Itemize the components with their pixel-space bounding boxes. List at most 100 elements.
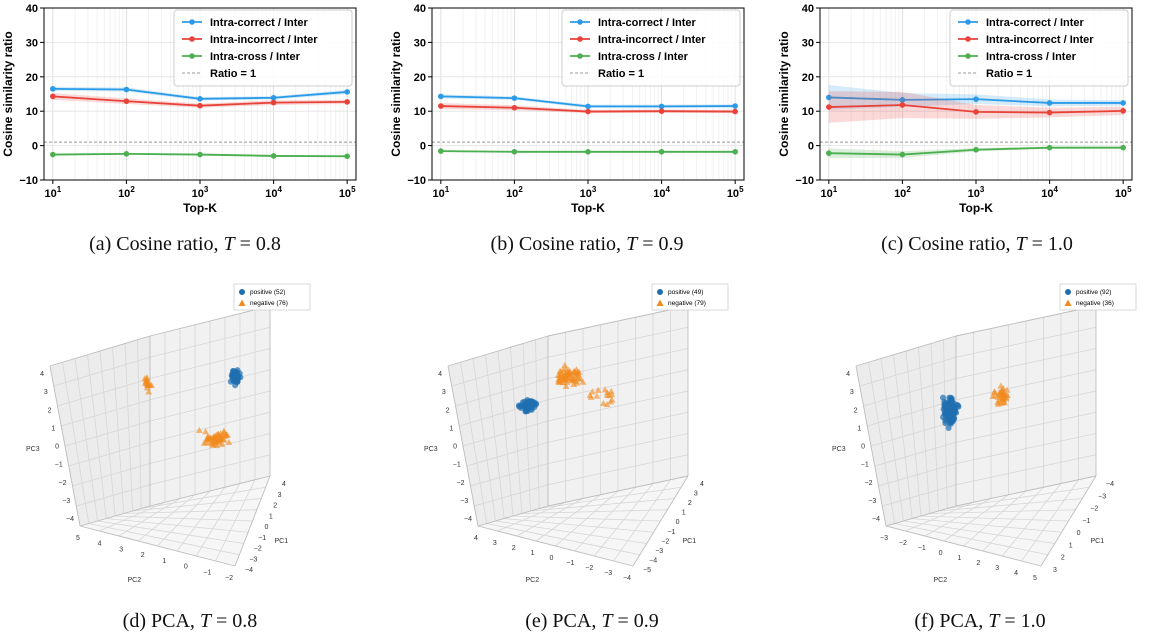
data-point [658,108,665,114]
legend-marker [189,19,195,25]
z-tick-label: −2 [457,480,465,487]
x-tick-label: 101 [432,185,449,200]
pca-panel-d: 4 3 2 1 0 −1 −2 −3 −4 PC3 5 4 3 2 1 0 −1 −2 PC2 4 3 2 1 0 −1 −2 −3… [20,276,320,606]
y-tick-label: −3 [880,535,888,542]
negative-point [557,378,565,385]
x-tick-label: −3 [1098,493,1106,500]
data-point [511,148,518,155]
legend-positive-label: positive (52) [250,289,285,296]
y-axis-label: Cosine similarity ratio [777,31,791,156]
caption-f-prefix: (f) PCA, [914,610,989,632]
negative-point [594,386,602,393]
grid-line [466,441,549,467]
z-axis-label: PC3 [832,446,846,453]
data-point [826,104,832,110]
data-point [732,148,738,155]
legend-marker [965,53,971,59]
z-tick-label: 2 [48,407,52,414]
caption-f: (f) PCA, T = 1.0 [870,610,1090,633]
y-tick-label: 1 [958,555,962,562]
x-axis-label: PC1 [275,538,289,545]
data-point [973,109,979,115]
y-tick-label: 3 [995,565,999,572]
grid-line [874,441,957,467]
caption-a-prefix: (a) Cosine ratio, [89,233,224,255]
negative-point [145,388,153,395]
data-point [511,95,518,101]
grid-line [593,483,654,557]
x-tick-label: 103 [580,185,597,200]
x-tick-label: 1 [269,513,273,520]
grid-line [149,433,271,464]
positive-point [234,379,241,386]
grid-line [530,498,675,512]
y-axis-label: Cosine similarity ratio [1,31,15,156]
positive-point [523,408,530,415]
data-point [732,108,738,115]
y-tick-label: 30 [802,37,814,49]
y-tick-label: 10 [802,106,814,118]
pca-panel-f: 4 3 2 1 0 −1 −2 −3 −4 PC3 −3 −2 −1 0 1 2 3 4 5 PC2 −4 −3 −2 −1 0… [826,276,1146,606]
negative-point [994,393,1002,400]
positive-point [940,394,946,401]
caption-c-value: = 1.0 [1026,233,1073,255]
negative-point [603,391,611,398]
caption-c-prefix: (c) Cosine ratio, [881,233,1016,255]
data-point [899,97,906,103]
z-tick-label: 2 [446,407,450,414]
y-tick-label: 5 [1033,575,1037,582]
grid-line [955,454,1097,486]
negative-point [566,371,574,378]
negative-point [587,393,595,400]
z-tick-label: 3 [442,389,446,396]
legend-box [173,9,353,87]
caption-b-prefix: (b) Cosine ratio, [490,233,627,255]
negative-point [202,428,209,435]
cosine-ratio-chart-b: 40 30 20 10 0 −10 101 102 103 104 105 Top-K Cosine s… [389,3,745,215]
data-point [658,148,665,155]
grid-line [1021,479,1079,562]
z-tick-label: −3 [460,498,468,505]
pane-edge [149,305,271,337]
x-tick-label: 102 [118,185,135,200]
data-point [1120,108,1126,114]
x-axis-label: Top-K [959,201,993,215]
data-point [270,94,277,101]
grid-line [547,433,689,464]
positive-point [531,404,538,411]
x-tick-label: 102 [506,185,523,200]
y-tick-label: −10 [19,175,38,187]
positive-point [943,410,950,417]
y-tick-label: 40 [414,3,426,15]
x-tick-label: −1 [258,535,266,542]
legend-label: Ratio = 1 [210,68,256,80]
x-tick-label: −4 [649,557,657,564]
grid-line [470,463,549,487]
pane-edge [49,335,151,367]
pane-edge [632,475,689,567]
data-point [123,98,130,105]
legend-marker [577,53,583,59]
pane-floor [80,476,270,566]
x-axis-label: Top-K [571,201,605,215]
y-tick-label: 5 [76,535,80,542]
z-tick-label: 0 [861,444,865,451]
negative-point [573,366,580,373]
x-tick-label: −4 [1106,481,1114,488]
legend-positive-marker [1065,289,1071,295]
grid-line [547,454,689,486]
negative-point [559,366,567,373]
legend-positive-label: positive (92) [1076,289,1111,296]
x-tick-label: −2 [1090,506,1098,513]
data-point [826,150,832,156]
x-tick-label: 105 [727,185,744,200]
positive-point [944,405,951,412]
legend-label: Ratio = 1 [986,68,1032,80]
z-tick-label: 1 [449,425,453,432]
y-tick-label: −10 [795,175,814,187]
data-point [585,103,591,110]
z-tick-label: 0 [453,444,457,451]
x-tick-label: 4 [700,481,704,488]
grid-line [149,411,271,443]
z-tick-label: −1 [453,462,461,469]
